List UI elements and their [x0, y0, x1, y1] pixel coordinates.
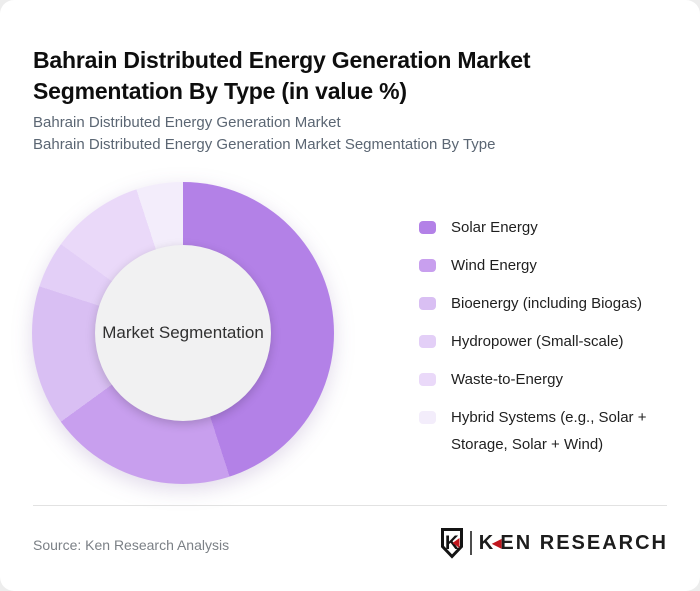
- legend-item-hydropower: Hydropower (Small-scale): [419, 332, 683, 351]
- subtitle-line-1: Bahrain Distributed Energy Generation Ma…: [33, 114, 341, 131]
- footer-divider: [33, 505, 667, 506]
- legend-item-hybrid-systems: Hybrid Systems (e.g., Solar + Storage, S…: [419, 408, 683, 458]
- legend-swatch-wind: [419, 259, 436, 272]
- subtitle-block: Bahrain Distributed Energy Generation Ma…: [33, 112, 495, 156]
- legend-swatch-waste-to-energy: [419, 373, 436, 386]
- legend-swatch-bioenergy: [419, 297, 436, 310]
- legend-label: Bioenergy (including Biogas): [451, 295, 642, 312]
- legend-label: Wind Energy: [451, 257, 537, 274]
- donut-hole: Market Segmentation: [95, 245, 271, 421]
- legend-item-waste-to-energy: Waste-to-Energy: [419, 370, 683, 389]
- chart-legend: Solar Energy Wind Energy Bioenergy (incl…: [419, 218, 683, 477]
- legend-label: Hybrid Systems (e.g., Solar + Storage, S…: [451, 409, 647, 453]
- shield-k-icon: K: [440, 528, 463, 559]
- legend-label: Hydropower (Small-scale): [451, 333, 624, 350]
- logo-wordmark: K◀EN RESEARCH: [479, 532, 668, 555]
- legend-item-wind: Wind Energy: [419, 256, 683, 275]
- legend-swatch-solar: [419, 221, 436, 234]
- donut-center-label: Market Segmentation: [102, 323, 264, 342]
- red-triangle-icon: ◀: [492, 535, 502, 550]
- legend-swatch-hydropower: [419, 335, 436, 348]
- legend-label: Solar Energy: [451, 219, 538, 236]
- legend-item-solar: Solar Energy: [419, 218, 683, 237]
- wordmark-rest: EN RESEARCH: [500, 531, 668, 554]
- page-title: Bahrain Distributed Energy Generation Ma…: [33, 47, 531, 105]
- subtitle-line-2: Bahrain Distributed Energy Generation Ma…: [33, 136, 496, 153]
- ken-research-logo: K K◀EN RESEARCH: [440, 527, 668, 559]
- legend-item-bioenergy: Bioenergy (including Biogas): [419, 294, 683, 313]
- logo-separator: [469, 531, 472, 555]
- legend-label: Waste-to-Energy: [451, 371, 563, 388]
- emblem-letter: K: [445, 533, 459, 554]
- donut-chart: Market Segmentation: [32, 182, 334, 484]
- wordmark-k: K: [478, 531, 496, 554]
- source-text: Source: Ken Research Analysis: [33, 537, 230, 553]
- legend-swatch-hybrid-systems: [419, 411, 436, 424]
